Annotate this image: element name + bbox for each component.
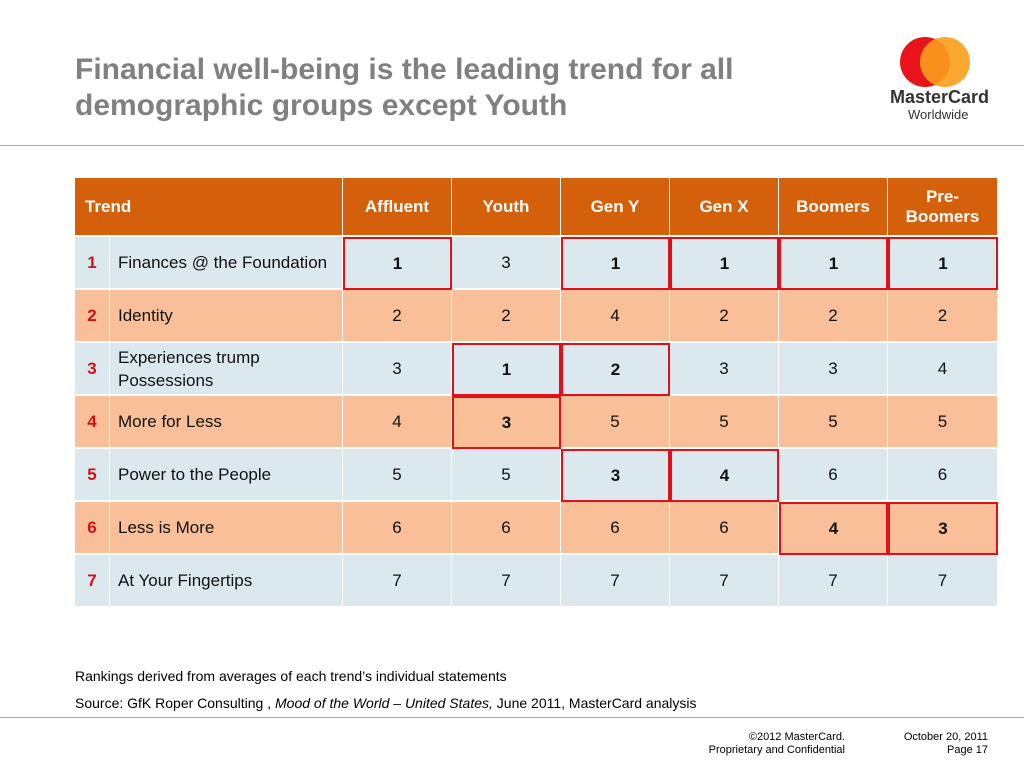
logo-mark [900, 37, 970, 87]
trend-name: At Your Fingertips [110, 555, 343, 608]
column-header: Gen Y [561, 178, 670, 237]
rank-cell: 2 [779, 290, 888, 343]
rank-cell: 7 [452, 555, 561, 608]
column-header: Trend [75, 178, 343, 237]
rank: 1 [75, 237, 110, 290]
rank-cell-highlighted: 1 [343, 237, 452, 290]
trend-name: Less is More [110, 502, 343, 555]
column-header: Youth [452, 178, 561, 237]
rank-cell-highlighted: 1 [670, 237, 779, 290]
rank-cell-highlighted: 3 [452, 396, 561, 449]
rank-cell: 6 [452, 502, 561, 555]
rank-cell-highlighted: 4 [779, 502, 888, 555]
rank: 7 [75, 555, 110, 608]
rank-cell: 5 [670, 396, 779, 449]
rank-cell: 6 [561, 502, 670, 555]
copyright: ©2012 MasterCard. [748, 731, 845, 743]
trend-name: Power to the People [110, 449, 343, 502]
rank-cell: 5 [888, 396, 998, 449]
rank-cell: 3 [779, 343, 888, 396]
rank-cell: 4 [343, 396, 452, 449]
rank-cell: 4 [888, 343, 998, 396]
date: October 20, 2011 [903, 731, 988, 743]
column-header: Boomers [779, 178, 888, 237]
rank-cell: 4 [561, 290, 670, 343]
rank-cell: 5 [779, 396, 888, 449]
rank-cell: 7 [343, 555, 452, 608]
source-text: Source: GfK Roper Consulting , [75, 695, 275, 711]
rank-cell: 5 [343, 449, 452, 502]
rank-cell-highlighted: 1 [779, 237, 888, 290]
ranking-note: Rankings derived from averages of each t… [75, 668, 507, 684]
rank: 4 [75, 396, 110, 449]
logo-name: MasterCard [890, 87, 990, 107]
divider [0, 717, 1024, 718]
trend-name: Identity [110, 290, 343, 343]
rank-cell-highlighted: 2 [561, 343, 670, 396]
trend-name: Experiences trump Possessions [110, 343, 343, 396]
source-note: Source: GfK Roper Consulting , Mood of t… [75, 695, 697, 711]
rank: 6 [75, 502, 110, 555]
column-header: Affluent [343, 178, 452, 237]
rank-cell: 7 [888, 555, 998, 608]
rank-cell: 6 [888, 449, 998, 502]
slide-title: Financial well-being is the leading tren… [75, 53, 734, 122]
rank-cell: 3 [670, 343, 779, 396]
divider [0, 145, 1024, 146]
rank: 2 [75, 290, 110, 343]
source-text: June 2011, MasterCard analysis [492, 695, 697, 711]
rank-cell: 2 [670, 290, 779, 343]
column-header: Pre-Boomers [888, 178, 998, 237]
source-title: Mood of the World – United States, [275, 695, 493, 711]
logo-sub: Worldwide [908, 107, 969, 122]
rank-cell-highlighted: 1 [561, 237, 670, 290]
rank: 3 [75, 343, 110, 396]
rank-cell: 7 [779, 555, 888, 608]
rank-cell: 6 [670, 502, 779, 555]
rank-cell-highlighted: 3 [561, 449, 670, 502]
rank-cell-highlighted: 1 [888, 237, 998, 290]
column-header: Gen X [670, 178, 779, 237]
trend-name: Finances @ the Foundation [110, 237, 343, 290]
rank-cell: 5 [452, 449, 561, 502]
rank: 5 [75, 449, 110, 502]
rank-cell-highlighted: 1 [452, 343, 561, 396]
rank-cell: 2 [343, 290, 452, 343]
rank-cell-highlighted: 4 [670, 449, 779, 502]
rank-cell: 6 [779, 449, 888, 502]
rank-cell: 3 [343, 343, 452, 396]
confidential: Proprietary and Confidential [708, 744, 845, 756]
rank-cell-highlighted: 3 [888, 502, 998, 555]
rank-cell: 3 [452, 237, 561, 290]
trend-name: More for Less [110, 396, 343, 449]
footer-left: ©2012 MasterCard. Proprietary and Confide… [640, 731, 845, 757]
rank-cell: 6 [343, 502, 452, 555]
footer-right: October 20, 2011 Page 17 [860, 731, 988, 757]
rank-cell: 2 [888, 290, 998, 343]
rank-cell: 5 [561, 396, 670, 449]
rank-cell: 2 [452, 290, 561, 343]
rank-cell: 7 [670, 555, 779, 608]
rank-cell: 7 [561, 555, 670, 608]
page-number: Page 17 [947, 744, 988, 756]
